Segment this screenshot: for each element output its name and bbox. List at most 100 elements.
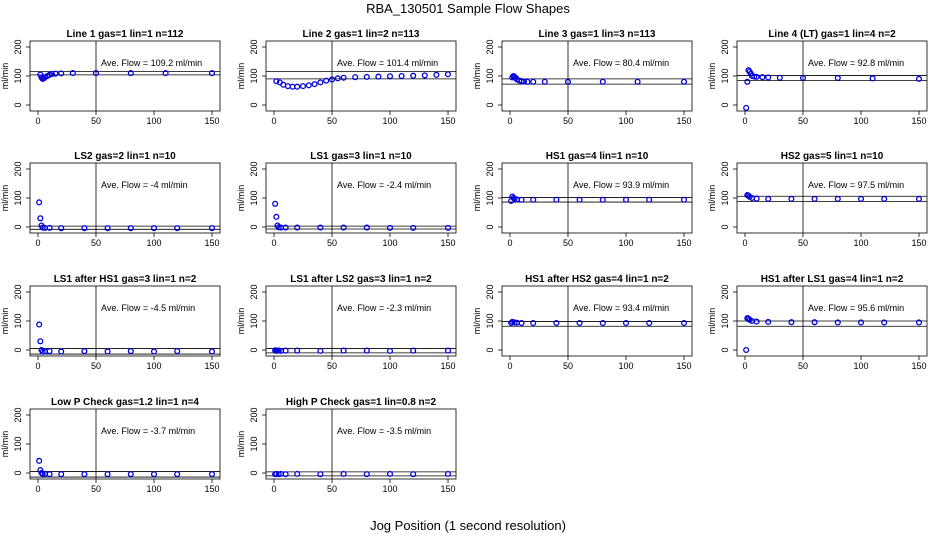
x-tick-label: 0	[742, 238, 747, 248]
data-point	[48, 70, 55, 78]
x-tick-label: 100	[618, 238, 633, 248]
data-point	[520, 78, 527, 85]
data-point	[275, 347, 282, 354]
x-tick-label: 100	[853, 238, 868, 248]
y-tick-label: 100	[485, 313, 495, 328]
x-tick-label: 0	[742, 116, 747, 126]
data-point	[275, 471, 282, 478]
data-point	[375, 73, 382, 80]
data-point	[174, 471, 181, 478]
plot-frame	[736, 40, 928, 112]
y-tick-label: 100	[485, 190, 495, 205]
y-tick-label: 0	[485, 224, 495, 229]
data-point	[317, 347, 324, 354]
data-point	[81, 225, 88, 232]
data-point	[753, 73, 760, 80]
x-tick-label: 0	[271, 484, 276, 494]
panel-5: LS2 gas=2 lin=1 n=10 ml/min 0 100 200 0 50 100 1…	[0, 151, 221, 248]
panel-14: High P Check gas=1 lin=0.8 n=2 ml/min 0 100…	[236, 397, 457, 494]
data-point	[340, 470, 347, 477]
panel-3: Line 3 gas=1 lin=3 n=113 ml/min 0 100 200 0 50…	[472, 29, 693, 126]
data-point	[386, 470, 394, 477]
data-point	[553, 196, 560, 203]
x-tick-label: 0	[35, 116, 40, 126]
x-tick-label: 50	[91, 484, 101, 494]
data-point	[915, 195, 923, 202]
data-point	[518, 78, 525, 85]
data-point	[282, 471, 289, 478]
data-point	[799, 74, 807, 82]
y-tick-label: 200	[13, 161, 23, 176]
data-point	[208, 70, 216, 77]
data-point	[52, 70, 59, 77]
flow-annotation: Ave. Flow = -2.4 ml/min	[337, 180, 431, 190]
y-tick-label: 200	[249, 161, 259, 176]
y-tick-label: 200	[485, 284, 495, 299]
x-tick-label: 100	[382, 484, 397, 494]
x-tick-label: 100	[853, 361, 868, 371]
flow-annotation: Ave. Flow = -2.3 ml/min	[337, 303, 431, 313]
data-point	[39, 224, 46, 231]
panel-1: Line 1 gas=1 lin=1 n=112 ml/min 0 100 200 0 50…	[0, 29, 221, 126]
panel-7: HS1 gas=4 lin=1 n=10 ml/min 0 100 200 0 50 100 1…	[472, 151, 693, 248]
data-point	[58, 348, 65, 355]
y-tick-label: 100	[720, 313, 730, 328]
data-point	[680, 78, 688, 85]
x-tick-label: 50	[91, 116, 101, 126]
data-point	[646, 319, 653, 327]
data-point	[273, 213, 280, 220]
y-tick-label: 100	[13, 68, 23, 83]
data-point	[39, 470, 46, 477]
data-point	[340, 347, 347, 354]
data-point	[788, 319, 795, 326]
data-point	[299, 83, 307, 90]
data-point	[599, 78, 606, 85]
x-tick-label: 0	[35, 361, 40, 371]
data-point	[294, 347, 301, 354]
y-tick-label: 100	[249, 313, 259, 328]
data-point	[753, 318, 760, 325]
y-tick-label: 0	[720, 224, 730, 229]
data-point	[576, 319, 583, 327]
x-tick-label: 150	[204, 238, 219, 248]
data-point	[46, 224, 53, 231]
data-point	[69, 70, 76, 77]
x-tick-label: 0	[271, 361, 276, 371]
data-point	[104, 471, 111, 478]
x-tick-label: 0	[507, 361, 512, 371]
data-point	[530, 319, 537, 327]
panel-title: High P Check gas=1 lin=0.8 n=2	[286, 397, 437, 408]
data-point	[398, 72, 405, 80]
data-point	[433, 71, 440, 78]
x-tick-label: 100	[382, 116, 397, 126]
x-tick-label: 50	[91, 238, 101, 248]
y-tick-label: 0	[13, 102, 23, 107]
y-tick-label: 100	[13, 190, 23, 205]
flow-annotation: Ave. Flow = -3.7 ml/min	[101, 426, 195, 436]
data-point	[208, 225, 216, 232]
data-point	[363, 347, 370, 354]
data-point	[753, 195, 760, 202]
panel-4: Line 4 (LT) gas=1 lin=4 n=2 ml/min 0 100 200…	[707, 29, 928, 126]
x-tick-label: 50	[327, 238, 337, 248]
data-point	[869, 75, 876, 82]
flow-annotation: Ave. Flow = -4 ml/min	[101, 180, 188, 190]
x-tick-label: 100	[618, 116, 633, 126]
data-point	[363, 224, 370, 231]
x-tick-label: 50	[327, 484, 337, 494]
x-tick-label: 50	[563, 116, 573, 126]
y-tick-label: 100	[13, 436, 23, 451]
y-axis-label: ml/min	[236, 185, 246, 212]
data-point	[294, 470, 301, 477]
data-point	[524, 78, 531, 85]
data-point	[36, 321, 43, 328]
data-point	[915, 75, 923, 82]
data-point	[599, 196, 606, 203]
panel-13: Low P Check gas=1.2 lin=1 n=4 ml/min 0 100 2…	[0, 397, 221, 494]
data-point	[765, 195, 772, 202]
y-tick-label: 200	[249, 284, 259, 299]
data-point	[328, 76, 336, 83]
data-point	[311, 81, 318, 88]
y-tick-label: 0	[249, 470, 259, 475]
data-point	[282, 347, 289, 354]
